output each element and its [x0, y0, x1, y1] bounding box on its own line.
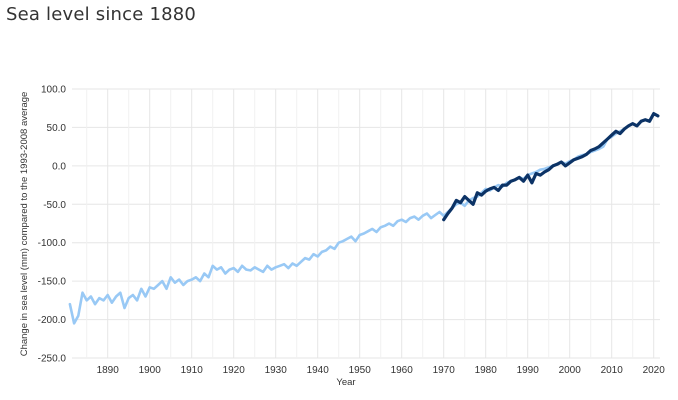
y-tick-label: -250.0	[38, 354, 67, 365]
x-tick-label: 2000	[559, 365, 582, 376]
y-tick-label: 0.0	[52, 161, 66, 172]
x-tick-label: 1940	[307, 365, 330, 376]
y-tick-labels: 100.0 50.0 0.0 -50.0 -100.0 -150.0 -200.0 -250.…	[38, 85, 67, 365]
x-axis-label: Year	[336, 377, 355, 388]
y-tick-label: -50.0	[43, 200, 66, 211]
chart-title: Sea level since 1880	[6, 4, 197, 25]
x-tick-label: 1920	[223, 365, 246, 376]
y-tick-label: -100.0	[38, 238, 67, 249]
y-tick-label: -150.0	[38, 277, 67, 288]
x-tick-label: 1910	[181, 365, 204, 376]
x-tick-label: 1900	[139, 365, 162, 376]
x-tick-label: 1930	[265, 365, 288, 376]
series-group	[68, 112, 660, 325]
x-tick-label: 1950	[349, 365, 372, 376]
y-axis-label: Change in sea level (mm) compared to the…	[19, 92, 30, 357]
x-tick-label: 1960	[391, 365, 414, 376]
y-tick-label: 100.0	[41, 85, 66, 96]
x-tick-label: 1990	[517, 365, 540, 376]
series-line-light	[68, 127, 626, 325]
series-line-dark	[442, 112, 660, 222]
x-tick-label: 2020	[643, 365, 666, 376]
x-tick-label: 2010	[601, 365, 624, 376]
x-tick-label: 1890	[97, 365, 120, 376]
grid-lines	[72, 88, 660, 359]
y-tick-label: -200.0	[38, 315, 67, 326]
x-tick-labels: 1890 1900 1910 1920 1930 1940 1950 1960 1970 1980…	[97, 365, 666, 376]
y-tick-label: 50.0	[47, 123, 67, 134]
x-tick-label: 1970	[433, 365, 456, 376]
x-tick-label: 1980	[475, 365, 498, 376]
